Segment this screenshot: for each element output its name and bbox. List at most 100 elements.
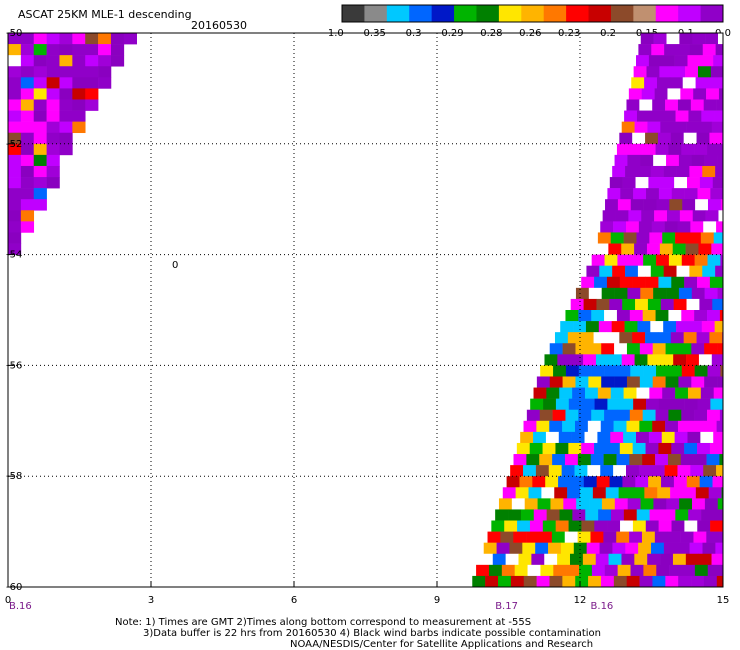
data-cell [46,154,60,167]
data-cell [8,154,22,167]
data-cell [710,66,724,78]
data-cell [659,243,674,255]
data-cell [701,110,715,122]
data-cell [649,509,663,521]
data-cell [650,165,664,178]
data-cell [656,254,670,266]
data-cell [549,376,563,388]
data-cell [601,376,615,388]
data-cell [693,88,707,100]
data-cell [644,487,658,499]
data-cell [690,99,704,111]
data-cell [688,321,703,333]
data-cell [662,110,676,122]
data-cell [558,476,572,488]
data-cell [72,121,86,134]
data-cell [610,431,624,444]
data-cell [20,199,35,211]
data-cell [501,564,515,577]
data-cell [689,265,703,278]
data-cell [689,165,703,178]
data-cell [645,520,659,532]
data-cell [677,465,691,477]
data-cell [520,509,535,521]
data-cell [668,409,682,422]
data-cell [8,199,22,211]
data-cell [655,454,669,466]
data-cell [694,365,708,377]
data-cell [574,420,589,433]
data-cell [669,199,683,211]
data-cell [717,376,724,388]
data-cell [535,465,550,477]
data-cell [707,564,721,577]
data-cell [651,221,665,233]
data-cell [617,365,631,377]
data-cell [627,287,641,300]
data-cell [59,99,73,111]
data-cell [583,298,597,311]
data-cell [46,44,60,56]
data-cell [673,354,687,366]
data-cell [33,44,47,56]
data-cell [600,465,614,477]
data-cell [609,298,623,311]
data-cell [691,376,705,388]
data-cell [522,542,536,555]
data-cell [688,110,702,122]
data-cell [690,465,704,477]
data-cell [687,232,702,244]
data-cell [578,310,592,322]
data-cell [20,88,35,100]
data-cell [713,431,724,444]
data-cell [621,354,635,366]
data-cell [626,420,640,433]
data-cell [604,409,618,422]
data-cell [572,387,586,399]
data-cell [716,99,724,111]
data-cell [585,509,599,521]
data-cell [675,387,689,399]
data-cell [476,564,490,577]
colorbar-swatch [386,5,410,22]
data-cell [606,332,620,344]
x-tick-label: 15 [717,595,730,606]
data-cell [636,509,650,521]
data-cell [607,520,621,532]
data-cell [588,287,602,300]
colorbar-swatch [610,5,634,22]
data-cell [626,575,640,588]
data-cell [608,553,622,566]
data-cell [545,476,559,488]
data-cell [620,520,634,532]
data-cell [623,232,637,244]
data-cell [709,276,724,289]
data-cell [704,498,719,510]
data-cell [506,476,520,488]
data-cell [681,254,695,266]
data-cell [603,454,617,466]
data-cell [541,487,555,499]
data-cell [706,454,720,466]
data-cell [639,376,653,388]
data-cell [681,143,695,156]
data-cell [110,55,125,67]
data-cell [617,564,631,577]
data-cell [702,542,716,555]
data-cell [665,575,679,588]
data-cell [611,321,625,333]
data-cell [569,553,584,566]
data-cell [8,33,22,45]
data-cell [653,287,667,300]
data-cell [645,442,659,455]
data-cell [614,498,628,510]
data-cell [662,509,676,521]
data-cell [605,199,619,211]
data-cell [696,332,710,344]
data-cell [514,564,528,577]
data-cell [641,210,655,222]
grid-lines [8,33,723,587]
data-cell [713,509,724,521]
data-cell [20,66,35,78]
data-cell [678,376,692,388]
